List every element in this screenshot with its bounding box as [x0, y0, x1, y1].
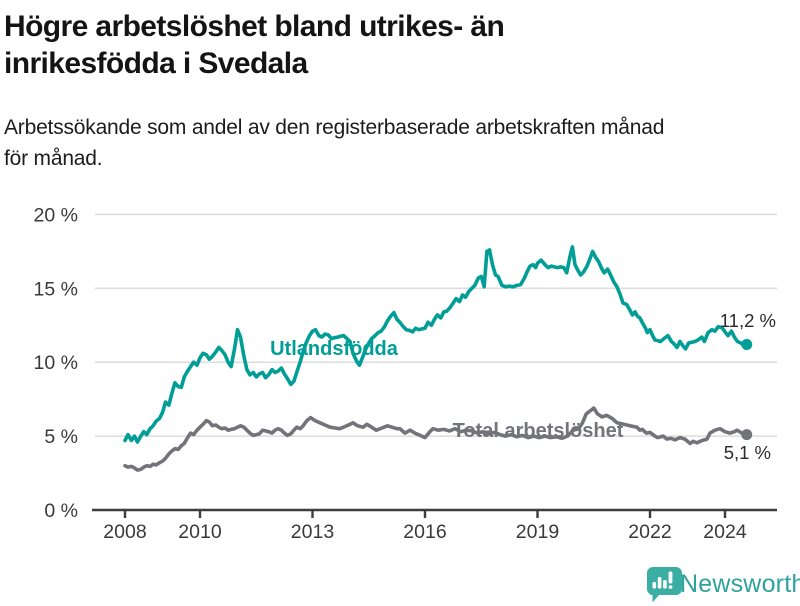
- page-title: Högre arbetslöshet bland utrikes- än inr…: [4, 8, 784, 82]
- series-line-utlandsfodda: [123, 245, 749, 444]
- x-tick-label: 2019: [516, 521, 559, 543]
- series-line-total: [123, 406, 749, 472]
- x-tick-label: 2016: [403, 521, 446, 543]
- y-tick-label: 15 %: [34, 278, 78, 300]
- bar-2: [657, 577, 662, 589]
- end-value-label-utlandsfodda: 11,2 %: [720, 310, 776, 331]
- brand-wordmark: Newsworthy: [680, 570, 800, 598]
- bar-3: [663, 580, 667, 589]
- end-value-label-total: 5,1 %: [724, 442, 771, 463]
- subtitle-line-2: för månad.: [4, 147, 103, 170]
- y-tick-label: 0 %: [44, 500, 78, 522]
- x-tick-label: 2022: [628, 521, 671, 543]
- series-end-dot-utlandsfodda: [741, 338, 753, 350]
- exclamation-bar: [668, 571, 673, 584]
- exclamation-dot: [668, 585, 673, 589]
- y-tick-label: 20 %: [34, 204, 78, 226]
- series-label-utlandsfodda: Utlandsfödda: [270, 338, 399, 360]
- y-tick-label: 10 %: [34, 352, 78, 374]
- series-label-total: Total arbetslöshet: [453, 420, 624, 442]
- bar-1: [652, 582, 657, 589]
- title-line-2: inrikesfödda i Svedala: [4, 47, 308, 80]
- x-tick-label: 2008: [103, 521, 146, 543]
- x-tick-label: 2013: [291, 521, 334, 543]
- subtitle-line-1: Arbetssökande som andel av den registerb…: [4, 116, 665, 139]
- x-tick-label: 2010: [178, 521, 222, 543]
- newsworthy-logo-icon: [646, 567, 682, 603]
- x-tick-label: 2024: [703, 521, 747, 543]
- chart-subtitle: Arbetssökande som andel av den registerb…: [4, 112, 796, 174]
- series-end-dot-total: [741, 429, 753, 441]
- y-tick-label: 5 %: [44, 426, 78, 448]
- title-line-1: Högre arbetslöshet bland utrikes- än: [4, 10, 505, 43]
